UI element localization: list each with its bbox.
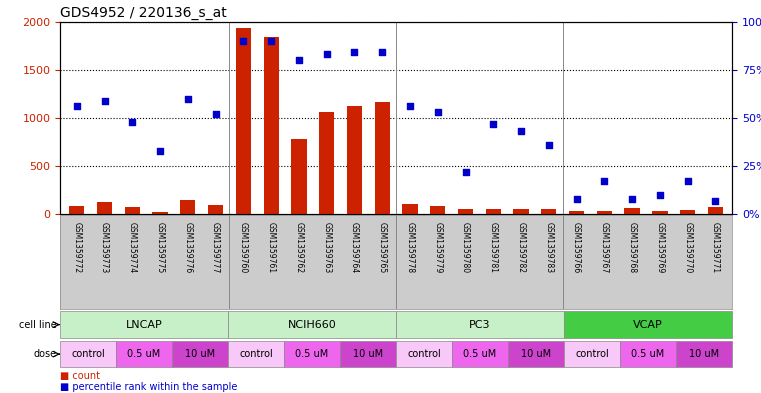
Text: GDS4952 / 220136_s_at: GDS4952 / 220136_s_at <box>60 6 227 20</box>
Text: dose: dose <box>33 349 56 359</box>
Text: PC3: PC3 <box>470 320 491 330</box>
Text: ■ percentile rank within the sample: ■ percentile rank within the sample <box>60 382 237 392</box>
Text: control: control <box>407 349 441 359</box>
Bar <box>69 206 84 214</box>
Point <box>126 119 139 125</box>
Text: GSM1359772: GSM1359772 <box>72 222 81 273</box>
Text: GSM1359762: GSM1359762 <box>295 222 304 273</box>
Text: GSM1359771: GSM1359771 <box>711 222 720 273</box>
Bar <box>347 107 362 214</box>
Text: control: control <box>575 349 609 359</box>
Bar <box>625 208 640 214</box>
Text: GSM1359773: GSM1359773 <box>100 222 109 273</box>
Text: ■ count: ■ count <box>60 371 100 381</box>
Bar <box>541 209 556 214</box>
Text: 0.5 uM: 0.5 uM <box>295 349 329 359</box>
Text: control: control <box>72 349 105 359</box>
Point <box>209 111 221 117</box>
Text: GSM1359783: GSM1359783 <box>544 222 553 273</box>
Text: GSM1359775: GSM1359775 <box>155 222 164 273</box>
Text: 10 uM: 10 uM <box>521 349 551 359</box>
Bar <box>514 209 529 214</box>
Text: GSM1359777: GSM1359777 <box>211 222 220 273</box>
Text: GSM1359769: GSM1359769 <box>655 222 664 273</box>
Point <box>349 49 361 55</box>
Text: control: control <box>239 349 273 359</box>
Text: GSM1359778: GSM1359778 <box>406 222 415 273</box>
Text: GSM1359770: GSM1359770 <box>683 222 693 273</box>
Text: 10 uM: 10 uM <box>185 349 215 359</box>
Bar <box>486 209 501 214</box>
Point <box>460 169 472 175</box>
Text: 10 uM: 10 uM <box>689 349 719 359</box>
Point <box>654 192 666 198</box>
Text: VCAP: VCAP <box>633 320 663 330</box>
Bar <box>263 37 279 214</box>
Text: GSM1359779: GSM1359779 <box>433 222 442 273</box>
Text: GSM1359781: GSM1359781 <box>489 222 498 272</box>
Point <box>98 97 110 104</box>
Point <box>543 142 555 148</box>
Text: NCIH660: NCIH660 <box>288 320 336 330</box>
Bar <box>180 200 196 214</box>
Point <box>182 95 194 102</box>
Point <box>293 57 305 63</box>
Bar <box>291 139 307 214</box>
Bar <box>597 211 612 214</box>
Bar <box>430 206 445 214</box>
Point <box>265 38 277 44</box>
Bar <box>708 208 723 214</box>
Bar <box>125 207 140 214</box>
Text: GSM1359761: GSM1359761 <box>266 222 275 273</box>
Point <box>682 178 694 185</box>
Point <box>320 51 333 57</box>
Text: GSM1359776: GSM1359776 <box>183 222 193 273</box>
Text: GSM1359764: GSM1359764 <box>350 222 359 273</box>
Point <box>71 103 83 110</box>
Text: GSM1359766: GSM1359766 <box>572 222 581 273</box>
Bar <box>403 204 418 214</box>
Text: cell line: cell line <box>18 320 56 330</box>
Text: 0.5 uM: 0.5 uM <box>463 349 497 359</box>
Text: 0.5 uM: 0.5 uM <box>632 349 664 359</box>
Point <box>626 196 638 202</box>
Bar <box>208 205 223 214</box>
Point <box>487 121 499 127</box>
Point <box>598 178 610 185</box>
Bar <box>152 212 167 214</box>
Text: GSM1359767: GSM1359767 <box>600 222 609 273</box>
Point <box>154 147 166 154</box>
Point <box>571 196 583 202</box>
Text: GSM1359760: GSM1359760 <box>239 222 248 273</box>
Text: 10 uM: 10 uM <box>353 349 384 359</box>
Point <box>376 49 388 55</box>
Text: GSM1359782: GSM1359782 <box>517 222 526 272</box>
Point <box>237 38 250 44</box>
Text: GSM1359780: GSM1359780 <box>461 222 470 273</box>
Point <box>431 109 444 115</box>
Point <box>709 198 721 204</box>
Bar <box>97 202 112 214</box>
Text: GSM1359768: GSM1359768 <box>628 222 637 273</box>
Text: GSM1359765: GSM1359765 <box>377 222 387 273</box>
Text: 0.5 uM: 0.5 uM <box>128 349 161 359</box>
Point <box>404 103 416 110</box>
Bar <box>652 211 667 214</box>
Point <box>515 128 527 134</box>
Bar <box>319 112 334 214</box>
Bar <box>374 103 390 214</box>
Text: GSM1359763: GSM1359763 <box>322 222 331 273</box>
Bar <box>569 211 584 214</box>
Bar <box>236 28 251 214</box>
Text: LNCAP: LNCAP <box>126 320 163 330</box>
Text: GSM1359774: GSM1359774 <box>128 222 137 273</box>
Bar <box>680 210 696 214</box>
Bar <box>458 209 473 214</box>
